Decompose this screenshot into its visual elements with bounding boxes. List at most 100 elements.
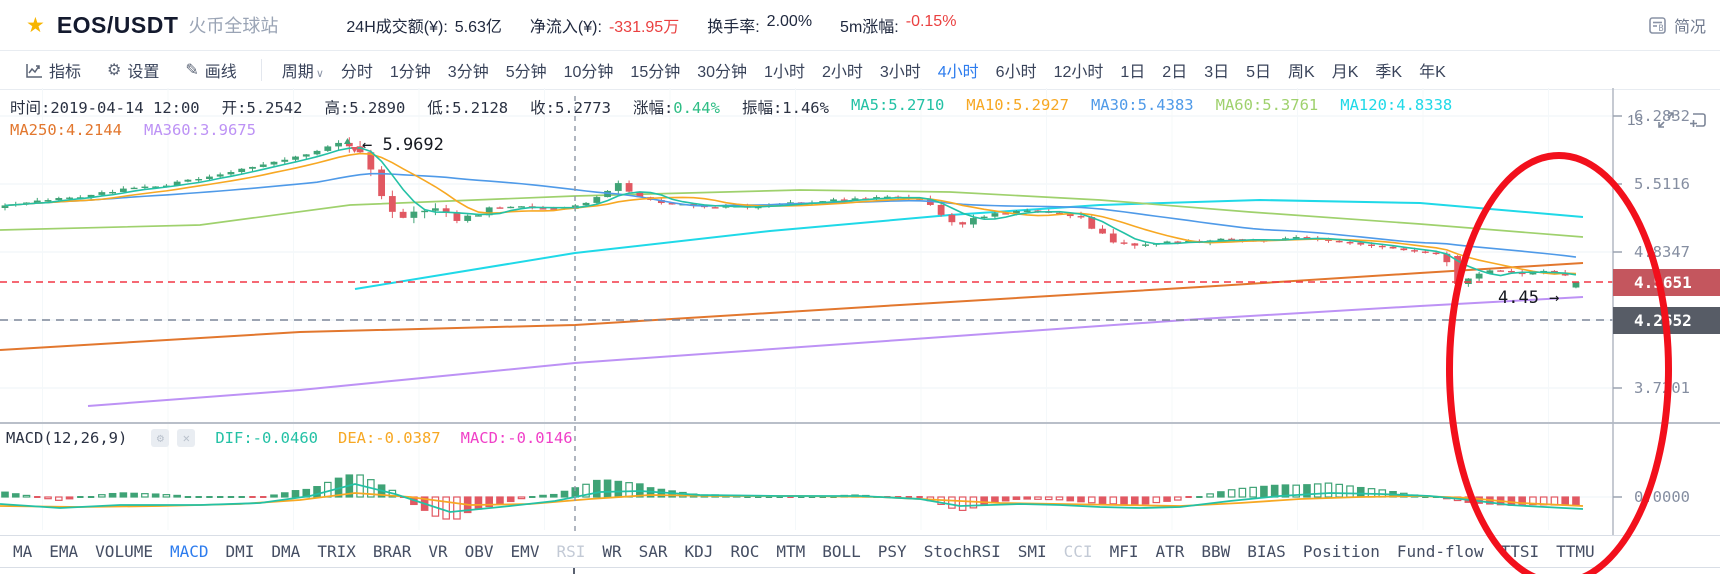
indicator-tab-ma[interactable]: MA: [13, 542, 33, 561]
timeframe-月K[interactable]: 月K: [1331, 64, 1359, 81]
timeframe-年K[interactable]: 年K: [1419, 64, 1446, 81]
indicator-tab-smi[interactable]: SMI: [1017, 542, 1047, 561]
indicator-label: 指标: [49, 64, 82, 81]
pencil-icon: ✎: [185, 62, 199, 79]
market-stat: 换手率: 2.00%: [707, 13, 813, 36]
profile-link[interactable]: B 简况: [1648, 0, 1706, 50]
svg-text:0.0000: 0.0000: [1634, 488, 1690, 506]
draw-line-button[interactable]: ✎ 画线: [185, 58, 236, 82]
timeframe-5分钟[interactable]: 5分钟: [505, 64, 547, 81]
indicator-tab-ttmu[interactable]: TTMU: [1556, 542, 1595, 561]
indicator-tab-cci[interactable]: CCI: [1063, 542, 1093, 561]
macd-legend-value: DIF:-0.0460: [215, 429, 318, 447]
indicator-tab-atr[interactable]: ATR: [1155, 542, 1185, 561]
macd-settings-icon[interactable]: ⚙: [151, 429, 170, 447]
draw-label: 画线: [204, 64, 237, 81]
indicator-chart-icon: [26, 63, 42, 78]
exchange-name: 火币全球站: [188, 16, 279, 36]
timeframe-6小时[interactable]: 6小时: [995, 64, 1037, 81]
indicator-tab-bbw[interactable]: BBW: [1201, 542, 1231, 561]
toolbar-divider: [260, 59, 262, 81]
svg-text:4.2652: 4.2652: [1634, 311, 1692, 330]
indicator-tab-position[interactable]: Position: [1302, 542, 1380, 561]
period-dropdown[interactable]: 周期 ∨: [281, 64, 324, 81]
indicator-tab-bias[interactable]: BIAS: [1247, 542, 1286, 561]
market-stat: 24H成交额(¥): 5.63亿: [346, 19, 502, 36]
gear-icon: ⚙: [107, 62, 122, 79]
svg-text:4.45 →: 4.45 →: [1498, 288, 1559, 308]
indicator-tab-mfi[interactable]: MFI: [1109, 542, 1139, 561]
fullscreen-icon[interactable]: [1657, 111, 1675, 129]
indicator-tab-roc[interactable]: ROC: [730, 542, 760, 561]
indicator-tab-ttsi[interactable]: TTSI: [1500, 542, 1540, 561]
screenshot-frame-icon[interactable]: [1689, 111, 1708, 129]
timeframe-1日[interactable]: 1日: [1120, 64, 1146, 81]
favorite-star-icon[interactable]: ★: [26, 13, 45, 37]
svg-text:B: B: [1658, 24, 1663, 34]
svg-text:4.8347: 4.8347: [1634, 243, 1690, 261]
candlestick-chart[interactable]: 6.2832 5.5116 4.8347 3.7201 0.0000 4.5651 4.26…: [0, 88, 1720, 535]
refresh-interval[interactable]: 1s: [1627, 111, 1643, 129]
indicator-tab-bar: MA EMA VOLUME MACD DMI DMA TRIX BRAR VR OBV EMV RSI…: [0, 535, 1720, 568]
market-stat: 净流入(¥): -331.95万: [529, 19, 680, 36]
timeframe-1小时[interactable]: 1小时: [764, 64, 805, 81]
indicator-tab-trix[interactable]: TRIX: [317, 542, 356, 561]
indicator-tab-macd[interactable]: MACD: [169, 542, 209, 561]
indicator-tab-dma[interactable]: DMA: [271, 542, 301, 561]
svg-text:5.5116: 5.5116: [1634, 175, 1690, 193]
indicator-tab-emv[interactable]: EMV: [510, 542, 540, 561]
indicator-tab-sar[interactable]: SAR: [638, 542, 668, 561]
timeframe-分时[interactable]: 分时: [340, 64, 373, 81]
timeframe-3日[interactable]: 3日: [1204, 64, 1230, 81]
timeframe-10分钟[interactable]: 10分钟: [563, 64, 614, 81]
profile-doc-icon: B: [1649, 16, 1666, 34]
svg-text:4.5651: 4.5651: [1634, 273, 1692, 292]
indicator-tab-mtm[interactable]: MTM: [776, 542, 806, 561]
settings-label: 设置: [127, 64, 160, 81]
market-stats: 24H成交额(¥): 5.63亿 净流入(¥): -331.95万 换手率: 2.00% 5…: [346, 13, 956, 37]
macd-legend: MACD(12,26,9) ⚙ ✕ DIF:-0.0460 DEA:-0.0387…: [6, 429, 573, 447]
toolbar-right: 1s: [1627, 102, 1708, 138]
indicator-tab-fund-flow[interactable]: Fund-flow: [1396, 542, 1484, 561]
header: ★ EOS/USDT 火币全球站 24H成交额(¥): 5.63亿 净流入(¥): -…: [0, 0, 1720, 50]
timeframe-15分钟[interactable]: 15分钟: [630, 64, 681, 81]
indicator-tab-stochrsi[interactable]: StochRSI: [923, 542, 1001, 561]
indicator-tab-rsi[interactable]: RSI: [556, 542, 586, 561]
macd-legend-value: MACD:-0.0146: [460, 429, 573, 447]
toolbar: 指标 ⚙ 设置 ✎ 画线 周期 ∨ 分时 1分钟 3分钟 5分钟 10分钟 15分钟 30分钟…: [0, 50, 1720, 129]
chevron-down-icon: ∨: [315, 68, 324, 80]
timeframe-30分钟[interactable]: 30分钟: [697, 64, 748, 81]
macd-close-icon[interactable]: ✕: [177, 429, 196, 447]
timeframe-5日[interactable]: 5日: [1246, 64, 1272, 81]
indicator-tab-ema[interactable]: EMA: [49, 542, 79, 561]
indicator-tab-psy[interactable]: PSY: [877, 542, 907, 561]
timeframe-4小时[interactable]: 4小时: [937, 64, 979, 81]
svg-text:← 5.9692: ← 5.9692: [362, 135, 444, 155]
svg-text:6.2832: 6.2832: [1634, 107, 1690, 125]
settings-button[interactable]: ⚙ 设置: [107, 58, 159, 82]
macd-title: MACD(12,26,9): [6, 429, 128, 447]
timeframe-2小时[interactable]: 2小时: [821, 64, 863, 81]
time-axis-strip: [0, 568, 1720, 574]
indicator-tab-vr[interactable]: VR: [428, 542, 448, 561]
indicator-tab-wr[interactable]: WR: [602, 542, 622, 561]
indicator-tab-brar[interactable]: BRAR: [372, 542, 412, 561]
indicator-tab-dmi[interactable]: DMI: [225, 542, 255, 561]
timeframe-3小时[interactable]: 3小时: [879, 64, 921, 81]
timeframe-3分钟[interactable]: 3分钟: [447, 64, 489, 81]
indicator-button[interactable]: 指标: [26, 58, 81, 82]
indicator-tab-volume[interactable]: VOLUME: [95, 542, 153, 561]
profile-label: 简况: [1673, 19, 1706, 36]
crosshair-stub: [573, 568, 575, 574]
svg-text:3.7201: 3.7201: [1634, 379, 1690, 397]
macd-legend-value: DEA:-0.0387: [337, 429, 441, 447]
timeframe-1分钟[interactable]: 1分钟: [389, 64, 431, 81]
indicator-tab-boll[interactable]: BOLL: [822, 542, 861, 561]
timeframe-12小时[interactable]: 12小时: [1053, 64, 1104, 81]
timeframe-2日[interactable]: 2日: [1162, 64, 1188, 81]
timeframe-周K[interactable]: 周K: [1288, 64, 1315, 81]
indicator-tab-obv[interactable]: OBV: [464, 542, 494, 561]
timeframe-季K[interactable]: 季K: [1375, 64, 1403, 81]
indicator-tab-kdj[interactable]: KDJ: [684, 542, 714, 561]
